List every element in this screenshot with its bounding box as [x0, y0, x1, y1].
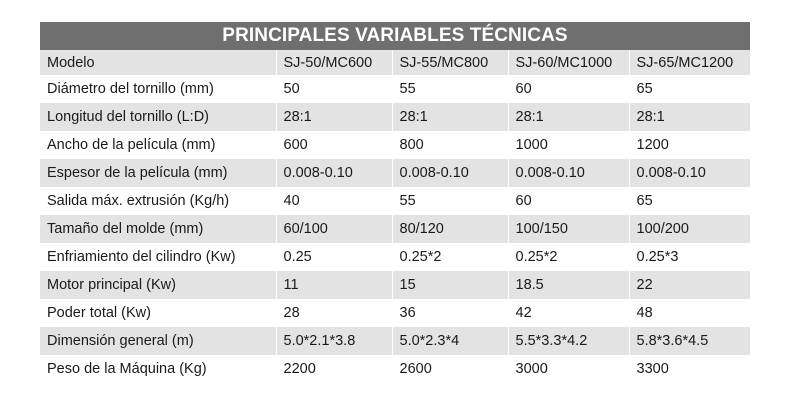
- spec-value-cell: 600: [276, 131, 393, 159]
- header-label-cell: Modelo: [40, 50, 277, 75]
- spec-label-cell: Peso de la Máquina (Kg): [40, 355, 277, 383]
- spec-value-cell: 0.008-0.10: [508, 159, 630, 187]
- spec-value-cell: 60/100: [276, 215, 393, 243]
- spec-row: Ancho de la película (mm) 600 800 1000 1200: [40, 131, 750, 159]
- spec-value-cell: 80/120: [392, 215, 509, 243]
- spec-row: Espesor de la película (mm) 0.008-0.10 0.0…: [40, 159, 750, 187]
- spec-row: Tamaño del molde (mm) 60/100 80/120 100/150…: [40, 215, 750, 243]
- spec-row: Dimensión general (m) 5.0*2.1*3.8 5.0*2.3*…: [40, 327, 750, 355]
- spec-value-cell: 2600: [392, 355, 509, 383]
- table-title: PRINCIPALES VARIABLES TÉCNICAS: [40, 22, 750, 50]
- spec-label-cell: Enfriamiento del cilindro (Kw): [40, 243, 277, 271]
- spec-value-cell: 42: [508, 299, 630, 327]
- spec-label-cell: Espesor de la película (mm): [40, 159, 277, 187]
- spec-value-cell: 60: [508, 75, 630, 103]
- spec-value-cell: 0.008-0.10: [629, 159, 750, 187]
- spec-value-cell: 36: [392, 299, 509, 327]
- spec-value-cell: 55: [392, 187, 509, 215]
- spec-value-cell: 2200: [276, 355, 393, 383]
- header-row: Modelo SJ-50/MC600 SJ-55/MC800 SJ-60/MC1…: [40, 50, 750, 75]
- spec-value-cell: 60: [508, 187, 630, 215]
- spec-value-cell: 28:1: [508, 103, 630, 131]
- spec-value-cell: 28:1: [629, 103, 750, 131]
- spec-value-cell: 5.0*2.1*3.8: [276, 327, 393, 355]
- spec-value-cell: 1200: [629, 131, 750, 159]
- spec-sheet: PRINCIPALES VARIABLES TÉCNICAS Modelo SJ…: [40, 22, 750, 383]
- model-header-cell: SJ-60/MC1000: [508, 50, 630, 75]
- spec-value-cell: 22: [629, 271, 750, 299]
- spec-value-cell: 5.8*3.6*4.5: [629, 327, 750, 355]
- spec-value-cell: 0.25*2: [508, 243, 630, 271]
- spec-row: Peso de la Máquina (Kg) 2200 2600 3000 3300: [40, 355, 750, 383]
- model-header-cell: SJ-65/MC1200: [629, 50, 750, 75]
- spec-value-cell: 0.25*2: [392, 243, 509, 271]
- spec-value-cell: 28: [276, 299, 393, 327]
- spec-row: Poder total (Kw) 28 36 42 48: [40, 299, 750, 327]
- spec-value-cell: 5.5*3.3*4.2: [508, 327, 630, 355]
- spec-label-cell: Ancho de la película (mm): [40, 131, 277, 159]
- spec-value-cell: 65: [629, 75, 750, 103]
- spec-value-cell: 11: [276, 271, 393, 299]
- spec-value-cell: 0.25: [276, 243, 393, 271]
- spec-value-cell: 55: [392, 75, 509, 103]
- spec-value-cell: 15: [392, 271, 509, 299]
- spec-label-cell: Poder total (Kw): [40, 299, 277, 327]
- spec-value-cell: 5.0*2.3*4: [392, 327, 509, 355]
- spec-value-cell: 40: [276, 187, 393, 215]
- spec-value-cell: 0.008-0.10: [276, 159, 393, 187]
- spec-value-cell: 65: [629, 187, 750, 215]
- spec-label-cell: Dimensión general (m): [40, 327, 277, 355]
- spec-row: Salida máx. extrusión (Kg/h) 40 55 60 65: [40, 187, 750, 215]
- spec-row: Motor principal (Kw) 11 15 18.5 22: [40, 271, 750, 299]
- spec-value-cell: 3300: [629, 355, 750, 383]
- spec-value-cell: 50: [276, 75, 393, 103]
- spec-value-cell: 0.008-0.10: [392, 159, 509, 187]
- spec-value-cell: 100/150: [508, 215, 630, 243]
- spec-value-cell: 48: [629, 299, 750, 327]
- spec-value-cell: 28:1: [276, 103, 393, 131]
- spec-label-cell: Salida máx. extrusión (Kg/h): [40, 187, 277, 215]
- spec-value-cell: 28:1: [392, 103, 509, 131]
- spec-table-body: Modelo SJ-50/MC600 SJ-55/MC800 SJ-60/MC1…: [40, 50, 750, 383]
- spec-value-cell: 800: [392, 131, 509, 159]
- spec-value-cell: 0.25*3: [629, 243, 750, 271]
- model-header-cell: SJ-50/MC600: [276, 50, 393, 75]
- spec-table: Modelo SJ-50/MC600 SJ-55/MC800 SJ-60/MC1…: [40, 50, 750, 383]
- spec-label-cell: Diámetro del tornillo (mm): [40, 75, 277, 103]
- spec-value-cell: 100/200: [629, 215, 750, 243]
- spec-label-cell: Motor principal (Kw): [40, 271, 277, 299]
- spec-row: Enfriamiento del cilindro (Kw) 0.25 0.25*2…: [40, 243, 750, 271]
- spec-row: Longitud del tornillo (L:D) 28:1 28:1 28:1 2…: [40, 103, 750, 131]
- spec-label-cell: Longitud del tornillo (L:D): [40, 103, 277, 131]
- spec-row: Diámetro del tornillo (mm) 50 55 60 65: [40, 75, 750, 103]
- spec-value-cell: 3000: [508, 355, 630, 383]
- model-header-cell: SJ-55/MC800: [392, 50, 509, 75]
- spec-label-cell: Tamaño del molde (mm): [40, 215, 277, 243]
- spec-value-cell: 18.5: [508, 271, 630, 299]
- spec-value-cell: 1000: [508, 131, 630, 159]
